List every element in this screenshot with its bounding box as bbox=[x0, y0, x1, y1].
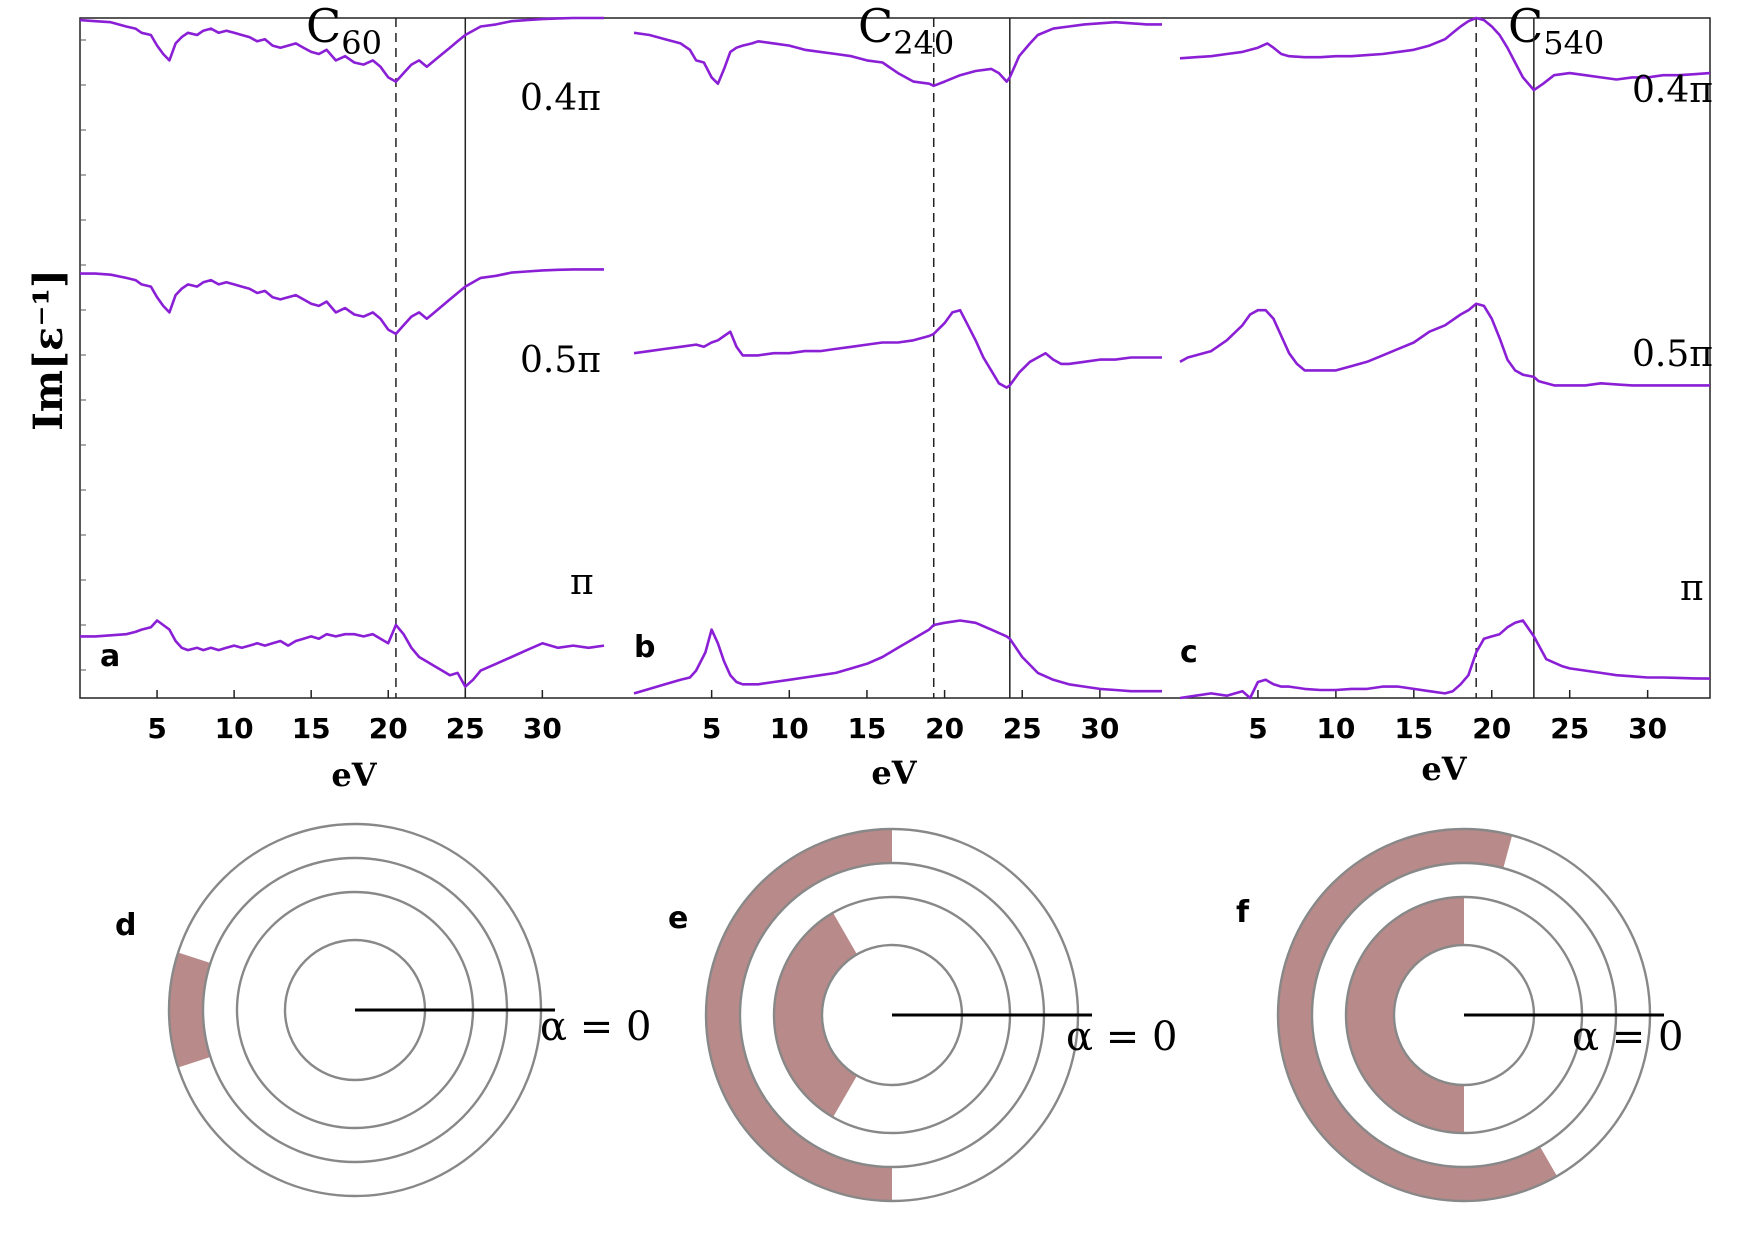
x-tick-label: 30 bbox=[523, 712, 562, 745]
x-tick-label: 20 bbox=[369, 712, 408, 745]
x-tick-label: 15 bbox=[1394, 712, 1433, 745]
title-c240: C240 bbox=[858, 0, 954, 62]
shaded-wedge bbox=[168, 952, 211, 1068]
x-tick-label: 10 bbox=[770, 712, 809, 745]
label-a-pi: π bbox=[570, 562, 594, 603]
x-tick-label: 15 bbox=[292, 712, 331, 745]
x-tick-label: 25 bbox=[1003, 712, 1042, 745]
panel-letter-b: b bbox=[634, 630, 655, 665]
alpha-label-d: α = 0 bbox=[540, 1004, 651, 1050]
series-line-pi bbox=[633, 619, 1162, 695]
panel-letter-f: f bbox=[1236, 895, 1250, 930]
x-tick-label: 20 bbox=[1472, 712, 1511, 745]
panel-letter-a: a bbox=[100, 639, 120, 674]
shaded-wedge bbox=[706, 829, 892, 1201]
ring-diagram-e bbox=[704, 827, 1092, 1203]
series-line-04pi bbox=[633, 20, 1162, 88]
panel-letter-e: e bbox=[668, 901, 688, 936]
ring-diagram-f bbox=[1276, 827, 1664, 1203]
series-line-04pi bbox=[79, 16, 604, 83]
x-tick-label: 5 bbox=[147, 712, 166, 745]
alpha-label-f: α = 0 bbox=[1572, 1014, 1683, 1060]
x-tick-label: 15 bbox=[847, 712, 886, 745]
title-c60: C60 bbox=[306, 0, 382, 62]
x-tick-label: 30 bbox=[1080, 712, 1119, 745]
shaded-wedge bbox=[773, 912, 857, 1118]
label-a-04pi: 0.4π bbox=[520, 78, 601, 119]
label-c-04pi: 0.4π bbox=[1632, 70, 1713, 111]
shaded-wedge bbox=[1278, 828, 1557, 1201]
x-tick-label: 10 bbox=[215, 712, 254, 745]
xlabel-a: eV bbox=[331, 756, 377, 794]
panel-a-plot: 5 10 15 20 25 30 bbox=[79, 16, 605, 745]
plot-frame bbox=[79, 17, 1711, 699]
panel-letter-c: c bbox=[1180, 635, 1198, 670]
xlabel-b: eV bbox=[871, 754, 917, 792]
title-c540: C540 bbox=[1508, 0, 1604, 62]
x-tick-label: 25 bbox=[1550, 712, 1589, 745]
x-tick-label: 5 bbox=[702, 712, 721, 745]
series-line-04pi bbox=[1179, 16, 1711, 92]
series-line-pi bbox=[1179, 619, 1711, 700]
label-c-05pi: 0.5π bbox=[1632, 334, 1713, 375]
x-tick-label: 20 bbox=[925, 712, 964, 745]
panel-b-plot: 5 10 15 20 25 30 bbox=[633, 18, 1162, 745]
series-line-05pi bbox=[80, 268, 604, 336]
alpha-label-e: α = 0 bbox=[1066, 1014, 1177, 1060]
y-axis-label: Im[ε⁻¹] bbox=[25, 269, 72, 431]
x-tick-label: 5 bbox=[1248, 712, 1267, 745]
series-line-05pi bbox=[1179, 302, 1710, 387]
panel-c-plot: 5 10 15 20 25 30 bbox=[1179, 16, 1711, 745]
x-tick-label: 25 bbox=[446, 712, 485, 745]
x-tick-label: 30 bbox=[1628, 712, 1667, 745]
series-line-pi bbox=[80, 619, 605, 688]
panel-letter-d: d bbox=[115, 908, 136, 943]
label-c-pi: π bbox=[1680, 568, 1704, 609]
label-a-05pi: 0.5π bbox=[520, 340, 601, 381]
series-line-05pi bbox=[633, 308, 1162, 389]
shaded-wedge bbox=[1346, 897, 1464, 1133]
xlabel-c: eV bbox=[1421, 750, 1467, 788]
ring-diagram-d bbox=[167, 822, 555, 1198]
x-tick-label: 10 bbox=[1316, 712, 1355, 745]
